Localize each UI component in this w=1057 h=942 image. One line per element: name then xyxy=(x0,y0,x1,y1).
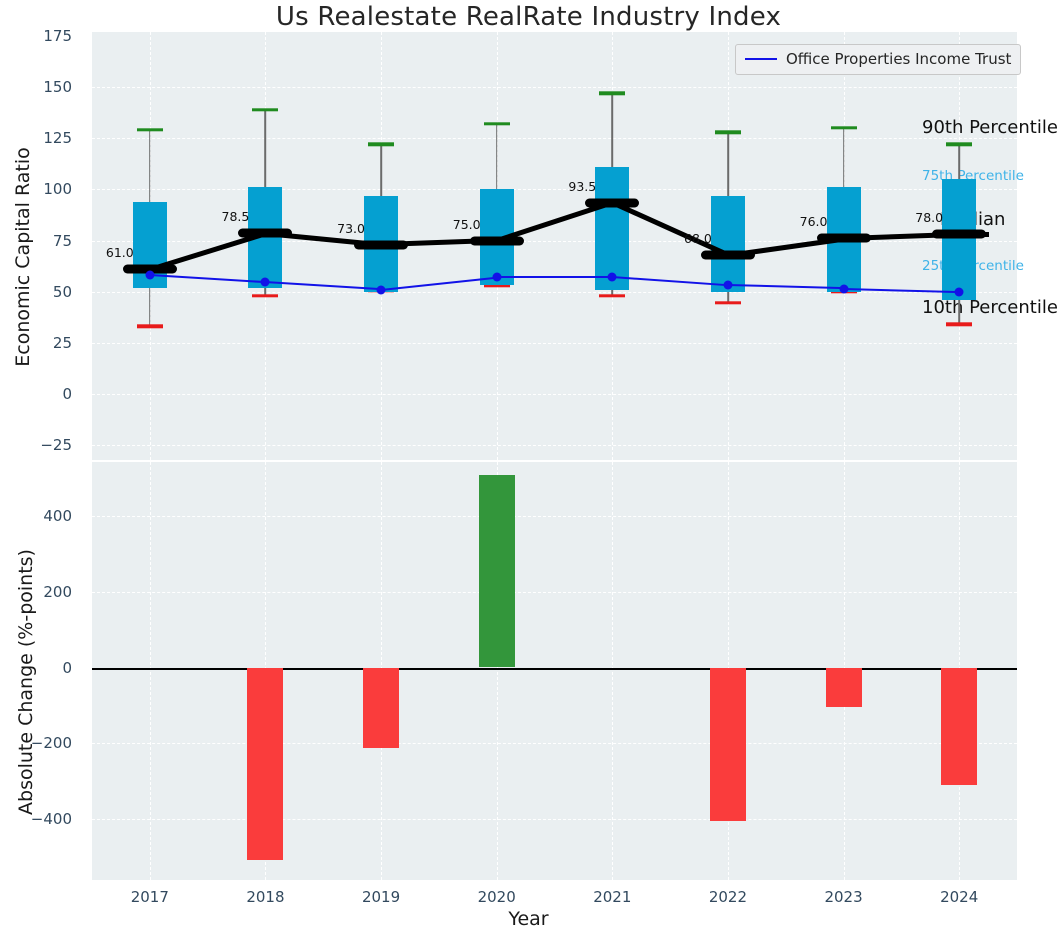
bottom-gridline-v xyxy=(149,462,151,880)
company-point-2022 xyxy=(723,280,733,290)
box-plot-panel xyxy=(92,32,1017,460)
annotation-p10: 10th Percentile xyxy=(922,297,1057,318)
x-tick-2021: 2021 xyxy=(593,888,632,906)
p90-cap-2022 xyxy=(714,130,741,134)
top-gridline-h xyxy=(92,342,1017,344)
bottom-gridline-h xyxy=(92,591,1017,593)
bar-2019 xyxy=(363,667,400,748)
x-tick-2019: 2019 xyxy=(361,888,401,906)
bar-2024 xyxy=(941,667,978,785)
median-value-label-2022: 68.0 xyxy=(684,230,712,246)
company-point-2017 xyxy=(145,270,155,280)
median-marker-2019 xyxy=(354,240,409,250)
top-gridline-h xyxy=(92,291,1017,293)
iqr-box-2021 xyxy=(595,166,630,290)
top-y-tick: −25 xyxy=(40,436,72,454)
legend[interactable]: Office Properties Income Trust xyxy=(735,44,1022,75)
bar-zero-line xyxy=(92,667,1017,670)
bar-2023 xyxy=(825,667,862,707)
p90-cap-2018 xyxy=(252,107,279,112)
bottom-y-tick: 400 xyxy=(43,507,72,525)
x-tick-2022: 2022 xyxy=(708,888,748,906)
bottom-y-tick: 200 xyxy=(43,582,72,601)
median-marker-2021 xyxy=(585,198,640,208)
company-line-segment xyxy=(496,276,613,279)
p10-cap-2020 xyxy=(483,283,510,288)
x-tick-2020: 2020 xyxy=(477,888,516,906)
median-value-label-2017: 61.0 xyxy=(105,245,134,261)
x-axis-label: Year xyxy=(508,908,549,930)
top-gridline-h xyxy=(92,87,1017,89)
median-marker-2022 xyxy=(700,250,755,260)
bottom-gridline-v xyxy=(612,462,614,880)
bottom-y-tick: 0 xyxy=(62,658,72,677)
top-y-tick: 100 xyxy=(43,180,72,199)
top-y-tick: 150 xyxy=(43,78,72,97)
median-value-label-2018: 78.5 xyxy=(221,209,250,225)
bottom-gridline-h xyxy=(92,743,1017,745)
p90-cap-2024 xyxy=(946,142,973,147)
p90-cap-2019 xyxy=(368,142,395,147)
top-y-tick: 175 xyxy=(43,27,72,45)
median-marker-2020 xyxy=(469,236,524,245)
legend-series-label: Office Properties Income Trust xyxy=(786,50,1012,68)
x-tick-2024: 2024 xyxy=(940,888,979,906)
p90-cap-2017 xyxy=(136,128,163,132)
median-value-label-2020: 75.0 xyxy=(452,216,481,232)
company-point-2024 xyxy=(954,287,964,297)
company-point-2023 xyxy=(839,284,849,294)
page-title: Us Realestate RealRate Industry Index xyxy=(275,2,782,32)
top-gridline-h xyxy=(92,189,1017,191)
top-gridline-h xyxy=(92,393,1017,395)
legend-line-swatch xyxy=(745,57,777,61)
p90-cap-2023 xyxy=(830,126,857,130)
median-value-label-2019: 73.0 xyxy=(337,220,365,236)
bar-2018 xyxy=(247,667,284,860)
bottom-gridline-h xyxy=(92,819,1017,820)
p10-cap-2018 xyxy=(252,294,279,298)
top-gridline-h xyxy=(92,240,1017,242)
p90-cap-2020 xyxy=(483,122,510,126)
median-value-label-2021: 93.5 xyxy=(568,178,597,194)
x-tick-2018: 2018 xyxy=(246,888,285,906)
annotation-p90: 90th Percentile xyxy=(922,117,1057,138)
bar-chart-panel xyxy=(92,462,1017,880)
bottom-y-tick: −200 xyxy=(30,734,72,753)
median-value-label-2024: 78.0 xyxy=(915,210,944,226)
top-y-tick: 125 xyxy=(43,129,72,148)
bar-2020 xyxy=(478,475,515,668)
company-point-2019 xyxy=(376,285,386,295)
top-y-tick: 0 xyxy=(62,384,72,403)
median-marker-2023 xyxy=(816,233,871,243)
bottom-y-axis-label: Absolute Change (%-points) xyxy=(15,549,37,815)
company-point-2018 xyxy=(260,277,270,287)
top-y-tick: 50 xyxy=(52,282,72,301)
top-gridline-h xyxy=(92,138,1017,140)
iqr-box-2022 xyxy=(710,195,745,292)
median-marker-2018 xyxy=(238,228,293,238)
company-point-2020 xyxy=(492,272,502,282)
p10-cap-2017 xyxy=(136,324,163,329)
p90-cap-2021 xyxy=(599,91,626,95)
top-y-tick: 75 xyxy=(52,231,72,250)
bottom-gridline-v xyxy=(496,462,498,880)
top-y-tick: 25 xyxy=(52,333,72,352)
median-marker-2017 xyxy=(122,264,177,274)
p10-cap-2021 xyxy=(599,294,626,298)
median-annotation-leader xyxy=(959,232,990,237)
company-point-2021 xyxy=(607,272,617,282)
p10-cap-2022 xyxy=(714,301,741,305)
bottom-y-tick: −400 xyxy=(30,810,72,828)
bottom-gridline-h xyxy=(92,516,1017,517)
median-value-label-2023: 76.0 xyxy=(799,214,828,230)
iqr-box-2024 xyxy=(942,179,977,300)
x-tick-2023: 2023 xyxy=(824,888,863,906)
bar-2022 xyxy=(709,667,746,821)
top-gridline-h xyxy=(92,445,1017,446)
x-tick-2017: 2017 xyxy=(130,888,169,906)
p10-cap-2024 xyxy=(946,322,973,327)
